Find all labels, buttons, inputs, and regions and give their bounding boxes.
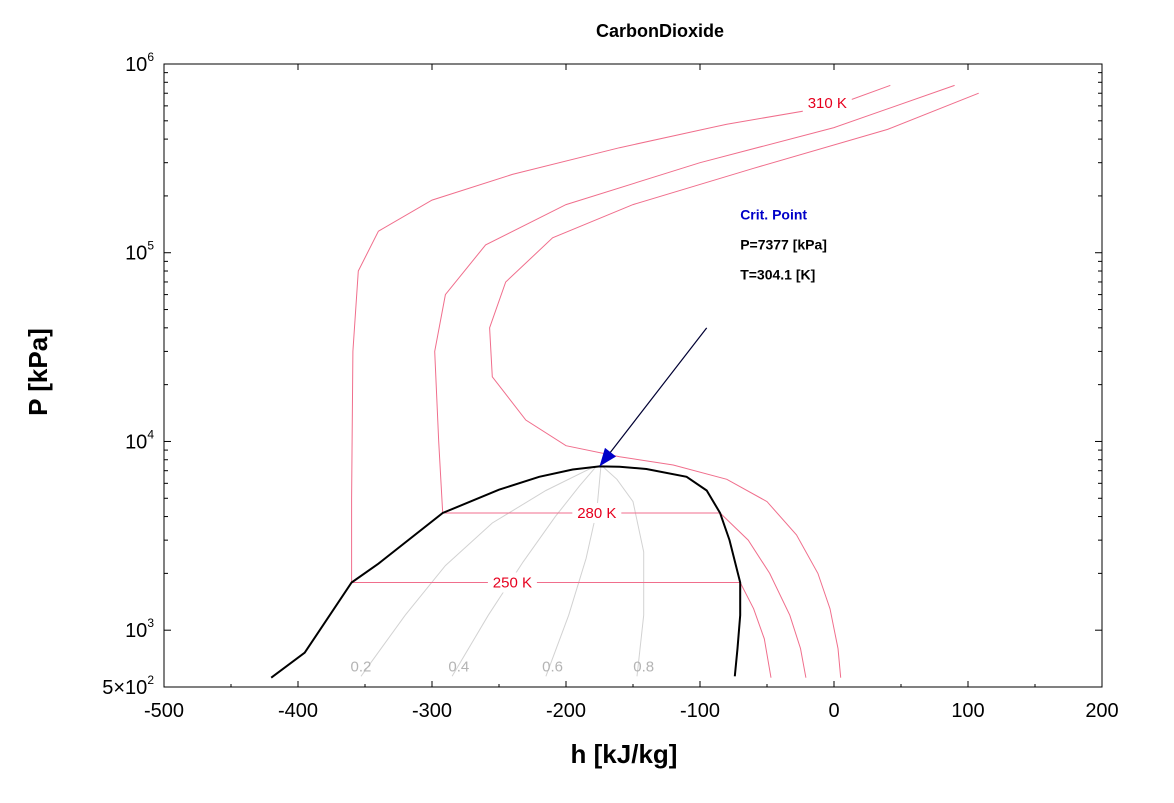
isotherm-250-K (351, 84, 891, 678)
critical-point-heading: Crit. Point (740, 206, 807, 222)
x-axis-title: h [kJ/kg] (571, 739, 678, 769)
y-tick-label: 105 (125, 239, 154, 265)
isotherm-310-K (489, 92, 979, 678)
x-tick-label: -500 (144, 700, 184, 722)
y-axis-title: P [kPa] (23, 328, 53, 416)
quality-label: 0.4 (448, 659, 469, 676)
isotherm-label: 310 K (808, 95, 847, 112)
isotherm-label-bg (572, 502, 622, 523)
quality-line-0.2 (360, 466, 594, 677)
quality-label: 0.8 (633, 659, 654, 676)
quality-line-0.8 (603, 466, 645, 677)
isotherm-label-bg (487, 572, 537, 593)
y-tick-label: 104 (125, 427, 154, 453)
y-tick-label: 106 (125, 50, 154, 76)
x-tick-label: 200 (1085, 700, 1118, 722)
isotherm-label: 280 K (577, 505, 616, 522)
isotherm-label: 250 K (493, 574, 532, 591)
critical-point-arrow-line (599, 327, 708, 467)
critical-point-arrowhead (599, 447, 617, 467)
critical-point-temperature: T=304.1 [K] (740, 266, 815, 282)
isotherm-280-K (434, 84, 955, 678)
quality-line-0.4 (451, 466, 596, 677)
quality-label: 0.2 (351, 659, 372, 676)
x-tick-label: 100 (951, 700, 984, 722)
x-tick-label: -100 (680, 700, 720, 722)
y-tick-label: 103 (125, 616, 154, 642)
x-tick-label: -300 (412, 700, 452, 722)
x-tick-label: 0 (828, 700, 839, 722)
quality-label: 0.6 (542, 659, 563, 676)
isotherm-label-bg (802, 93, 852, 114)
saturation-dome-line (270, 465, 742, 679)
x-tick-label: -200 (546, 700, 586, 722)
y-tick-label: 5×102 (102, 673, 154, 699)
plot-frame (163, 63, 1103, 688)
x-tick-label: -400 (278, 700, 318, 722)
critical-point-pressure: P=7377 [kPa] (740, 236, 827, 252)
quality-line-0.6 (545, 467, 602, 677)
chart-title: CarbonDioxide (596, 21, 724, 41)
